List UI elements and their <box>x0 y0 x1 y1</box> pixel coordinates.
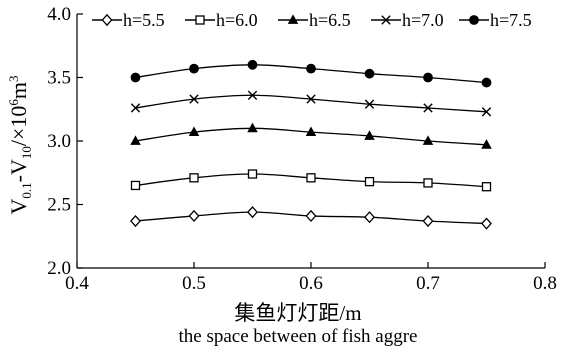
data-point <box>130 72 141 83</box>
ylabel-sup: 6 <box>6 99 21 106</box>
data-point <box>481 107 492 117</box>
x-tick-label: 0.7 <box>416 273 440 294</box>
data-point <box>130 180 141 191</box>
x-tick-label: 0.8 <box>533 273 557 294</box>
data-point <box>306 94 316 104</box>
data-point <box>364 176 375 187</box>
legend-label: h=5.5 <box>123 10 165 30</box>
y-axis-label: V0.1-V10/×106m3 <box>6 75 34 214</box>
data-point <box>422 214 434 228</box>
data-point <box>247 169 258 179</box>
y-tick-label: 3.0 <box>47 131 71 152</box>
marker-stroke <box>130 103 141 113</box>
x-axis-label: 集鱼灯灯距/m <box>234 301 361 325</box>
data-point <box>423 178 433 188</box>
series-h-7-5 <box>130 59 492 88</box>
series-h-5-5 <box>130 206 492 230</box>
data-point <box>481 217 492 230</box>
series-h-6-0 <box>130 169 492 192</box>
legend-label: h=6.5 <box>309 10 351 30</box>
series-h-7-0 <box>130 90 492 117</box>
ylabel-sup2: 3 <box>6 75 21 82</box>
legend-item: h=5.5 <box>92 10 165 30</box>
data-point <box>189 63 199 74</box>
x-tick-label: 0.5 <box>182 273 206 294</box>
legend-item: h=6.0 <box>185 10 258 30</box>
data-point <box>469 15 479 25</box>
ylabel-mid: -V <box>6 159 31 182</box>
data-point <box>195 15 205 25</box>
marker-stroke <box>189 94 199 104</box>
data-point <box>423 72 433 83</box>
data-point <box>481 139 492 149</box>
data-point <box>381 15 391 25</box>
plot-frame <box>76 14 545 269</box>
y-tick-label: 2.5 <box>47 195 71 216</box>
marker-stroke <box>306 94 316 104</box>
data-point <box>364 130 375 140</box>
data-point <box>188 209 200 223</box>
legend-label: h=6.0 <box>216 10 258 30</box>
legend-label: h=7.0 <box>402 10 444 30</box>
data-point <box>130 214 141 228</box>
data-point <box>130 103 141 113</box>
axis-ticks: 0.4 0.5 0.6 0.7 0.8 2.0 2.5 3.0 3.5 4.0 <box>47 4 557 294</box>
data-point <box>188 126 200 137</box>
data-point <box>422 135 434 145</box>
legend: h=5.5 h=6.0 h=6.5 h=7.0 h=7.5 <box>92 10 532 30</box>
data-point <box>481 77 492 88</box>
data-point <box>423 103 433 113</box>
data-point <box>305 126 317 137</box>
marker-stroke <box>481 107 492 117</box>
data-point <box>189 94 199 104</box>
marker-stroke <box>247 90 258 100</box>
data-point <box>364 99 375 109</box>
data-point <box>306 173 316 183</box>
y-tick-label: 4.0 <box>47 4 71 25</box>
series-line <box>135 94 487 113</box>
ylabel-unit-post: m <box>6 82 31 99</box>
marker-stroke <box>364 99 375 109</box>
ylabel-main: V <box>6 199 31 215</box>
data-point <box>287 14 299 24</box>
legend-item: h=6.5 <box>278 10 351 30</box>
ylabel-sub1: 0.1 <box>19 182 34 198</box>
data-point <box>189 173 199 183</box>
svg-text:V0.1-V10/×106m3: V0.1-V10/×106m3 <box>6 75 34 214</box>
ylabel-unit-pre: /×10 <box>6 106 31 147</box>
data-point <box>130 135 141 145</box>
legend-item: h=7.0 <box>371 10 444 30</box>
x-tick-label: 0.6 <box>299 273 323 294</box>
marker-stroke <box>423 103 433 113</box>
legend-label: h=7.5 <box>490 10 532 30</box>
data-point <box>101 13 113 27</box>
series-h-6-5 <box>130 122 492 149</box>
data-point <box>364 68 375 79</box>
data-point <box>247 206 258 219</box>
x-tick-label: 0.4 <box>65 273 89 294</box>
data-point <box>481 182 492 192</box>
y-tick-label: 3.5 <box>47 68 71 89</box>
data-point <box>306 63 316 74</box>
data-point <box>364 211 375 224</box>
legend-item: h=7.5 <box>459 10 532 30</box>
series-layer <box>130 59 492 230</box>
data-point <box>247 59 258 70</box>
ylabel-sub2: 10 <box>19 146 34 159</box>
marker-stroke <box>381 15 391 25</box>
data-point <box>247 90 258 100</box>
y-tick-label: 2.0 <box>47 258 71 279</box>
x-axis-label-english: the space between of fish aggre <box>179 326 418 347</box>
data-point <box>247 122 258 133</box>
data-point <box>305 209 317 223</box>
